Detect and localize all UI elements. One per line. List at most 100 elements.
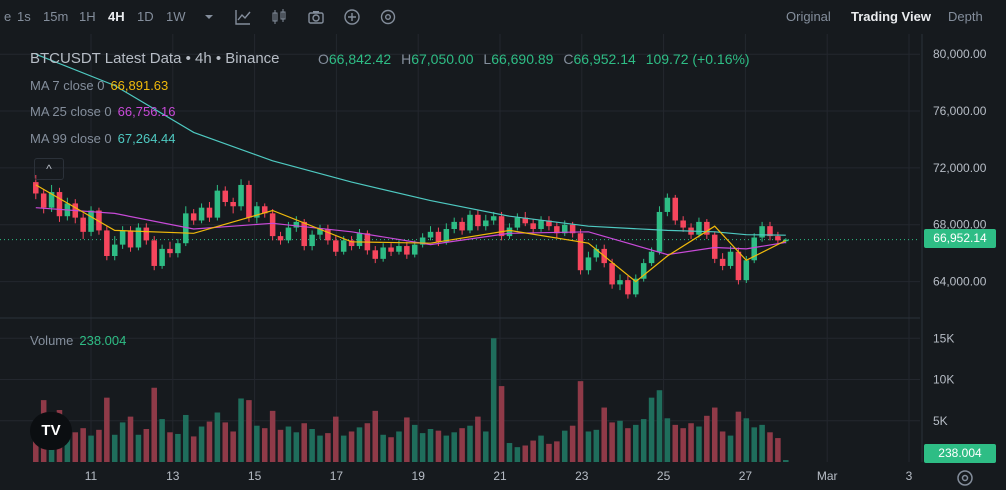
candle-body <box>648 251 655 264</box>
candle-body <box>159 248 165 266</box>
timeframe-1h[interactable]: 1H <box>79 9 96 24</box>
volume-bar <box>301 423 307 462</box>
camera-icon[interactable] <box>307 8 325 26</box>
time-axis-label: 17 <box>330 469 344 483</box>
open-value: 66,842.42 <box>328 51 392 67</box>
candle-body <box>751 237 757 261</box>
volume-bar <box>561 430 568 462</box>
settings-cog-icon[interactable] <box>379 8 397 26</box>
volume-bar <box>711 407 718 462</box>
timeframe-1w[interactable]: 1W <box>166 9 186 24</box>
timeframe-1s[interactable]: 1s <box>17 9 31 24</box>
candle-body <box>80 217 86 232</box>
tradingview-logo[interactable]: TV <box>30 412 72 450</box>
candle-body <box>514 217 521 228</box>
view-depth-tab[interactable]: Depth <box>948 9 983 24</box>
ma99-label: MA 99 close 0 <box>30 131 112 146</box>
change-value: 109.72 (+0.16%) <box>645 51 750 67</box>
high-value: 67,050.00 <box>411 51 474 67</box>
candle-body <box>190 213 197 221</box>
volume-bar <box>88 435 94 462</box>
candle-body <box>443 229 450 242</box>
candle-body <box>40 193 47 208</box>
volume-bar <box>356 427 363 462</box>
candle-body <box>538 220 544 229</box>
volume-bar <box>96 429 102 462</box>
candle-body <box>696 221 702 235</box>
volume-legend: Volume 238.004 <box>30 333 126 348</box>
volume-bar <box>617 420 623 462</box>
candle-body <box>467 214 473 231</box>
price-axis-label: 80,000.00 <box>933 47 987 61</box>
volume-bar <box>396 431 402 462</box>
volume-bar <box>246 400 252 462</box>
ma7-legend: MA 7 close 0 66,891.63 <box>30 78 168 93</box>
candle-body <box>285 227 292 241</box>
close-value: 66,952.14 <box>573 51 636 67</box>
volume-bar <box>167 432 173 462</box>
volume-bar <box>111 434 118 462</box>
candle-body <box>135 227 142 248</box>
candle-body <box>735 251 742 281</box>
legend-collapse-button[interactable]: ^ <box>34 158 64 180</box>
volume-bar <box>538 435 544 462</box>
candle-body <box>340 240 347 252</box>
candle-type-icon[interactable] <box>270 8 288 26</box>
timeframe-partial[interactable]: e <box>4 9 12 24</box>
volume-bar <box>593 429 600 462</box>
volume-bar <box>388 437 394 462</box>
volume-bar <box>419 433 426 462</box>
volume-bar <box>640 419 647 462</box>
time-axis-label: Mar <box>817 469 838 483</box>
volume-bar <box>751 427 757 462</box>
candle-body <box>561 224 568 234</box>
candle-body <box>293 221 300 228</box>
close-label: C <box>563 51 574 67</box>
ma7-line <box>35 184 787 283</box>
chevron-down-icon[interactable] <box>200 8 218 26</box>
candle-body <box>427 231 434 238</box>
candle-body <box>269 213 276 237</box>
ma25-label: MA 25 close 0 <box>30 104 112 119</box>
volume-bar <box>648 397 655 462</box>
view-tradingview-tab[interactable]: Trading View <box>851 9 931 24</box>
add-circle-icon[interactable] <box>343 8 361 26</box>
candle-body <box>396 246 402 252</box>
volume-bar <box>688 423 694 462</box>
volume-bar <box>175 433 181 462</box>
time-axis-label: 15 <box>248 469 262 483</box>
volume-bar <box>775 438 781 462</box>
candle-body <box>593 248 600 258</box>
candle-body <box>475 214 481 227</box>
timeframe-15m[interactable]: 15m <box>43 9 69 24</box>
time-axis-label: 27 <box>739 469 753 483</box>
candle-body <box>127 230 134 248</box>
candle-body <box>656 211 663 252</box>
candle-body <box>435 231 442 242</box>
candle-body <box>711 234 718 259</box>
timeframe-1d[interactable]: 1D <box>137 9 154 24</box>
volume-bar <box>333 416 339 462</box>
price-axis-label: 68,000.00 <box>933 218 987 232</box>
candlestick-chart[interactable]: 80,000.00 76,000.00 72,000.00 68,000.00 64,0… <box>0 34 1006 490</box>
volume-bar <box>372 410 379 462</box>
volume-bar <box>475 416 481 462</box>
time-axis-label: 19 <box>412 469 426 483</box>
candle-body <box>372 250 379 259</box>
candle-body <box>309 234 315 247</box>
candle-body <box>388 247 394 252</box>
candle-body <box>33 182 39 194</box>
volume-axis-label: 10K <box>933 373 954 387</box>
candle-body <box>104 230 110 256</box>
candle-body <box>380 247 386 259</box>
indicator-chart-icon[interactable] <box>234 8 252 26</box>
timeframe-4h[interactable]: 4H <box>108 9 125 24</box>
candle-body <box>325 229 331 241</box>
chart-legend-title: BTCUSDT Latest Data • 4h • Binance <box>30 50 280 67</box>
view-original-tab[interactable]: Original <box>786 9 831 24</box>
candle-body <box>490 216 497 221</box>
chart-settings-icon[interactable] <box>955 468 975 488</box>
candle-body <box>451 221 457 229</box>
volume-bar <box>743 418 750 462</box>
candle-body <box>404 246 410 255</box>
